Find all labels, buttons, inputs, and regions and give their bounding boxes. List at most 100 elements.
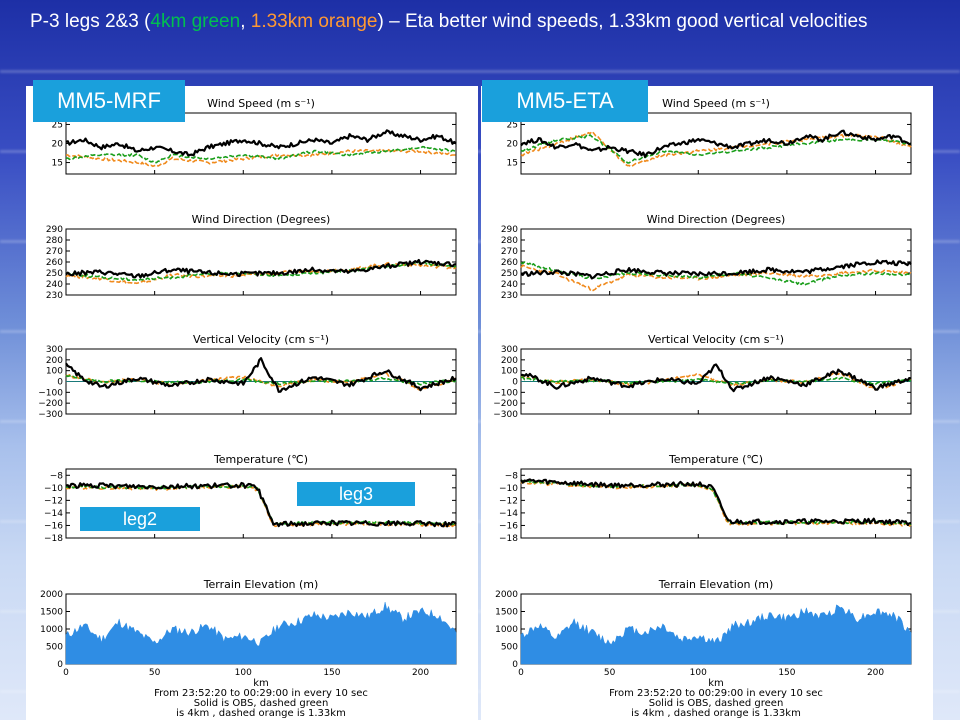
obs-series-line (65, 357, 457, 393)
y-tick-label: 1500 (40, 608, 63, 618)
y-tick-label: −8 (505, 471, 519, 481)
y-tick-label: 240 (46, 280, 63, 290)
y-tick-label: 2000 (40, 590, 63, 600)
subplot-title: Wind Speed (m s⁻¹) (662, 97, 770, 110)
y-tick-label: −14 (44, 509, 63, 519)
y-tick-label: 260 (46, 258, 63, 268)
y-tick-label: −200 (493, 399, 518, 409)
y-tick-label: 0 (57, 660, 63, 670)
y-tick-label: −300 (38, 410, 63, 420)
eta-model-label: MM5-ETA (482, 80, 648, 122)
footer-line1: From 23:52:20 to 00:29:00 in every 10 se… (154, 688, 368, 699)
subplot-title: Terrain Elevation (m) (203, 578, 319, 591)
y-tick-label: 300 (46, 345, 63, 355)
y-tick-label: −10 (44, 484, 63, 494)
y-tick-label: 100 (501, 367, 518, 377)
y-tick-label: −16 (499, 521, 518, 531)
terrain-area (520, 604, 912, 665)
footer-line1: From 23:52:20 to 00:29:00 in every 10 se… (609, 688, 823, 699)
leg2-label: leg2 (80, 507, 200, 531)
y-tick-label: 250 (46, 269, 63, 279)
y-tick-label: 260 (501, 258, 518, 268)
green-series-line (520, 261, 912, 286)
subplot-frame (65, 228, 457, 296)
y-tick-label: 230 (46, 291, 63, 301)
x-tick-label: 150 (323, 668, 340, 678)
y-tick-label: −12 (44, 496, 63, 506)
green-series-line (65, 261, 457, 282)
y-tick-label: −100 (38, 388, 63, 398)
obs-series-line (65, 481, 457, 528)
y-tick-label: 280 (501, 236, 518, 246)
x-axis-label: km (708, 678, 724, 689)
y-tick-label: 2000 (495, 590, 518, 600)
footer-line3: is 4km , dashed orange is 1.33km (176, 708, 346, 719)
y-tick-label: 25 (507, 120, 518, 130)
y-tick-label: −18 (499, 534, 518, 544)
y-tick-label: −18 (44, 534, 63, 544)
obs-series-line (520, 478, 912, 526)
subplot-frame (520, 468, 912, 539)
eta-chart-svg: Wind Speed (m s⁻¹) 15 20 25 Wind Direction (… (493, 97, 912, 719)
y-tick-label: 25 (52, 120, 63, 130)
y-tick-label: 200 (501, 356, 518, 366)
x-tick-label: 200 (867, 668, 884, 678)
subplot-title: Terrain Elevation (m) (658, 578, 774, 591)
y-tick-label: 300 (501, 345, 518, 355)
mrf-model-label: MM5-MRF (33, 80, 185, 122)
y-tick-label: −300 (493, 410, 518, 420)
green-series-line (520, 376, 912, 386)
slide-title: P-3 legs 2&3 (4km green, 1.33km orange) … (30, 8, 930, 35)
y-tick-label: −200 (38, 399, 63, 409)
obs-series-line (520, 259, 912, 280)
x-tick-label: 0 (63, 668, 69, 678)
y-tick-label: −8 (50, 471, 64, 481)
footer-line2: Solid is OBS, dashed green (649, 698, 784, 709)
orange-series-line (520, 371, 912, 391)
title-separator: , (240, 11, 251, 32)
green-series-line (520, 134, 912, 164)
y-tick-label: 20 (52, 140, 64, 150)
y-tick-label: 0 (512, 660, 518, 670)
y-tick-label: 200 (46, 356, 63, 366)
y-tick-label: −100 (493, 388, 518, 398)
y-tick-label: −10 (499, 484, 518, 494)
y-tick-label: 290 (501, 225, 518, 235)
obs-series-line (520, 363, 912, 393)
subplot-title: Vertical Velocity (cm s⁻¹) (648, 333, 784, 346)
terrain-area (65, 601, 457, 665)
y-tick-label: 20 (507, 140, 519, 150)
y-tick-label: 290 (46, 225, 63, 235)
orange-series-line (65, 148, 457, 168)
y-tick-label: 1500 (495, 608, 518, 618)
green-series-line (520, 479, 912, 526)
orange-series-line (520, 130, 912, 168)
green-series-line (65, 145, 457, 164)
eta-chart-panel: Wind Speed (m s⁻¹) 15 20 25 Wind Direction (… (481, 86, 933, 720)
y-tick-label: 240 (501, 280, 518, 290)
y-tick-label: 100 (46, 367, 63, 377)
y-tick-label: 1000 (40, 625, 63, 635)
leg3-label: leg3 (297, 482, 415, 506)
y-tick-label: 15 (52, 159, 63, 169)
y-tick-label: 250 (501, 269, 518, 279)
obs-series-line (65, 258, 457, 279)
footer-line2: Solid is OBS, dashed green (194, 698, 329, 709)
subplot-frame (520, 228, 912, 296)
x-tick-label: 150 (778, 668, 795, 678)
x-tick-label: 50 (149, 668, 161, 678)
subplot-frame (65, 468, 457, 539)
x-tick-label: 0 (518, 668, 524, 678)
title-part1: P-3 legs 2&3 ( (30, 11, 151, 32)
title-green-text: 4km green (150, 11, 241, 32)
y-tick-label: −16 (44, 521, 63, 531)
x-axis-label: km (253, 678, 269, 689)
subplot-title: Temperature (℃) (213, 453, 308, 466)
y-tick-label: 230 (501, 291, 518, 301)
y-tick-label: −12 (499, 496, 518, 506)
y-tick-label: 270 (46, 247, 63, 257)
x-tick-label: 50 (604, 668, 616, 678)
orange-series-line (520, 480, 912, 527)
footer-line3: is 4km , dashed orange is 1.33km (631, 708, 801, 719)
y-tick-label: 500 (501, 643, 518, 653)
